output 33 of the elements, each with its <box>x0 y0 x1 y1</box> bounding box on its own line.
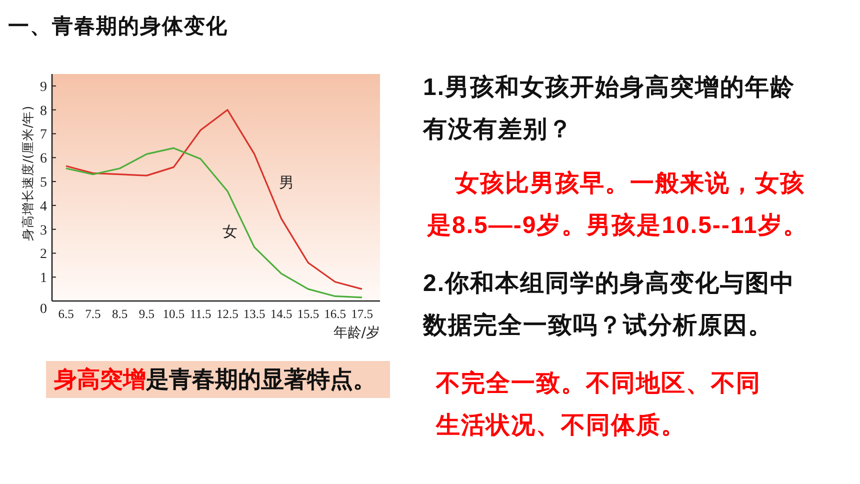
x-tick-label: 12.5 <box>216 307 238 321</box>
x-tick-label: 10.5 <box>162 307 185 321</box>
y-tick-label: 5 <box>40 176 47 191</box>
y-tick-label: 4 <box>40 199 47 214</box>
x-tick-label: 14.5 <box>270 307 292 321</box>
text: 1.男孩和女孩开始身高突增的年龄有没有差别？ <box>423 73 796 145</box>
text: 身高突增 <box>54 366 146 392</box>
x-tick-label: 13.5 <box>243 307 266 321</box>
chart-title: 一、青春期的身体变化 <box>8 14 228 40</box>
y-tick-label: 8 <box>40 104 47 119</box>
x-axis-title: 年龄/岁 <box>333 325 380 341</box>
text: 是青春期的显著特点。 <box>146 366 376 392</box>
y-tick-label: 2 <box>40 247 47 262</box>
x-tick-label: 9.5 <box>138 307 155 321</box>
x-tick-label: 7.5 <box>85 307 101 321</box>
text: 2.你和本组同学的身高变化与图中数据完全一致吗？试分析原因。 <box>423 269 796 341</box>
y-tick-label: 9 <box>40 80 47 95</box>
y-axis-title: 身高增长速度/(厘米/年) <box>20 106 35 242</box>
x-tick-label: 17.5 <box>351 307 373 321</box>
series-label: 女 <box>222 222 238 240</box>
x-tick-label: 6.5 <box>58 307 74 321</box>
y-tick-label: 6 <box>40 152 47 167</box>
x-tick-label: 15.5 <box>297 307 320 321</box>
y-tick-label: 0 <box>40 302 47 317</box>
x-tick-label: 8.5 <box>112 307 128 321</box>
y-tick-label: 1 <box>40 271 47 286</box>
text: 不完全一致。不同地区、不同生活状况、不同体质。 <box>436 369 762 441</box>
x-tick-label: 11.5 <box>190 307 212 321</box>
text: 女孩比男孩早。一般来说，女孩是8.5—-9岁。男孩是10.5--11岁。 <box>427 169 809 241</box>
series-label: 男 <box>279 174 294 192</box>
x-tick-label: 16.5 <box>324 307 346 321</box>
y-tick-label: 3 <box>40 223 47 238</box>
y-tick-label: 7 <box>40 128 47 143</box>
